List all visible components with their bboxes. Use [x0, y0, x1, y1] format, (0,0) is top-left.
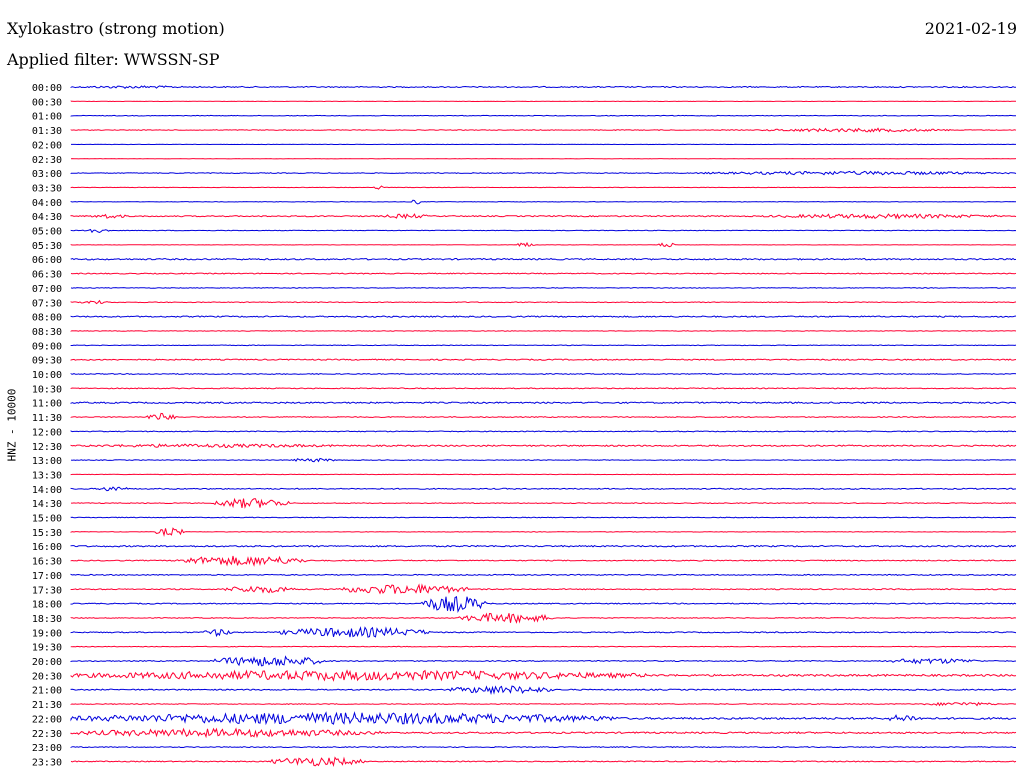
tick-label-0130: 01:30: [32, 126, 62, 137]
trace-1130: [70, 412, 1016, 420]
trace-1500: [70, 516, 1017, 519]
tick-label-1000: 10:00: [32, 370, 62, 381]
trace-0300: [70, 170, 1017, 176]
tick-label-0000: 00:00: [32, 83, 62, 94]
tick-label-1330: 13:30: [32, 470, 62, 481]
tick-label-0900: 09:00: [32, 341, 62, 352]
trace-0930: [70, 358, 1017, 361]
trace-1900: [70, 626, 1017, 638]
tick-label-0230: 02:30: [32, 155, 62, 166]
trace-1730: [70, 583, 1017, 595]
trace-0500: [70, 228, 1017, 234]
trace-1400: [70, 486, 1017, 492]
tick-label-0030: 00:30: [32, 97, 62, 108]
tick-label-0630: 06:30: [32, 270, 62, 281]
tick-label-0200: 02:00: [32, 140, 62, 151]
trace-2200: [70, 711, 1017, 726]
page-title: Xylokastro (strong motion): [7, 19, 225, 38]
tick-label-1930: 19:30: [32, 643, 62, 654]
trace-1030: [70, 387, 1017, 390]
trace-2130: [70, 701, 1017, 707]
trace-0730: [70, 299, 1017, 305]
tick-label-2030: 20:30: [32, 671, 62, 682]
seismogram-traces: [70, 85, 1017, 768]
trace-1300: [70, 457, 1017, 463]
trace-0700: [70, 287, 1017, 289]
tick-label-1430: 14:30: [32, 499, 62, 510]
tick-label-1630: 16:30: [32, 557, 62, 568]
tick-label-0430: 04:30: [32, 212, 62, 223]
trace-2030: [70, 669, 1017, 682]
trace-1100: [70, 401, 1017, 405]
tick-label-2200: 22:00: [32, 714, 62, 725]
time-tick-labels: 00:00 00:30 01:00 01:30 02:00 02:30 03:00 03:30…: [32, 83, 62, 768]
trace-0900: [70, 344, 1017, 347]
tick-label-0100: 01:00: [32, 112, 62, 123]
tick-label-0800: 08:00: [32, 313, 62, 324]
tick-label-0400: 04:00: [32, 198, 62, 209]
trace-2300: [70, 746, 1017, 749]
tick-label-0700: 07:00: [32, 284, 62, 295]
trace-1830: [70, 612, 1017, 624]
trace-0800: [70, 315, 1017, 318]
tick-label-1400: 14:00: [32, 485, 62, 496]
trace-0530: [70, 241, 1016, 248]
tick-label-1030: 10:30: [32, 384, 62, 395]
trace-1000: [70, 373, 1017, 375]
tick-label-2100: 21:00: [32, 686, 62, 697]
trace-0000: [70, 85, 1016, 89]
trace-1600: [70, 544, 1017, 548]
trace-0830: [70, 330, 1017, 332]
trace-2000: [70, 655, 1017, 667]
tick-label-1230: 12:30: [32, 442, 62, 453]
tick-label-0500: 05:00: [32, 227, 62, 238]
trace-0430: [70, 213, 1017, 220]
trace-0100: [70, 114, 1016, 117]
filter-label: Applied filter: WWSSN-SP: [7, 50, 220, 69]
tick-label-1700: 17:00: [32, 571, 62, 582]
tick-label-2330: 23:30: [32, 757, 62, 768]
trace-1700: [70, 573, 1017, 576]
tick-label-1200: 12:00: [32, 427, 62, 438]
trace-0630: [70, 272, 1017, 275]
tick-label-1130: 11:30: [32, 413, 62, 424]
tick-label-0330: 03:30: [32, 183, 62, 194]
tick-label-2230: 22:30: [32, 729, 62, 740]
tick-label-0930: 09:30: [32, 356, 62, 367]
tick-label-0830: 08:30: [32, 327, 62, 338]
tick-label-2000: 20:00: [32, 657, 62, 668]
tick-label-2130: 21:30: [32, 700, 62, 711]
trace-2230: [70, 727, 1017, 739]
trace-0130: [70, 127, 1017, 133]
trace-1530: [70, 527, 1017, 537]
trace-1930: [70, 645, 1017, 648]
tick-label-0600: 06:00: [32, 255, 62, 266]
tick-label-1100: 11:00: [32, 399, 62, 410]
trace-1630: [70, 555, 1017, 567]
tick-label-1730: 17:30: [32, 585, 62, 596]
tick-label-2300: 23:00: [32, 743, 62, 754]
tick-label-0730: 07:30: [32, 298, 62, 309]
trace-0400: [70, 199, 1017, 205]
tick-label-0530: 05:30: [32, 241, 62, 252]
trace-1200: [70, 430, 1017, 433]
tick-label-1500: 15:00: [32, 514, 62, 525]
trace-1430: [71, 497, 1017, 509]
tick-label-1300: 13:00: [32, 456, 62, 467]
tick-label-1830: 18:30: [32, 614, 62, 625]
trace-0330: [70, 185, 1017, 190]
tick-label-1800: 18:00: [32, 600, 62, 611]
tick-label-1530: 15:30: [32, 528, 62, 539]
tick-label-0300: 03:00: [32, 169, 62, 180]
date-label: 2021-02-19: [924, 19, 1017, 38]
trace-2330: [70, 756, 1017, 768]
trace-1230: [70, 443, 1017, 449]
trace-0600: [70, 257, 1017, 261]
tick-label-1600: 16:00: [32, 542, 62, 553]
tick-label-1900: 19:00: [32, 628, 62, 639]
trace-1800: [70, 596, 1017, 614]
trace-2100: [70, 685, 1017, 695]
